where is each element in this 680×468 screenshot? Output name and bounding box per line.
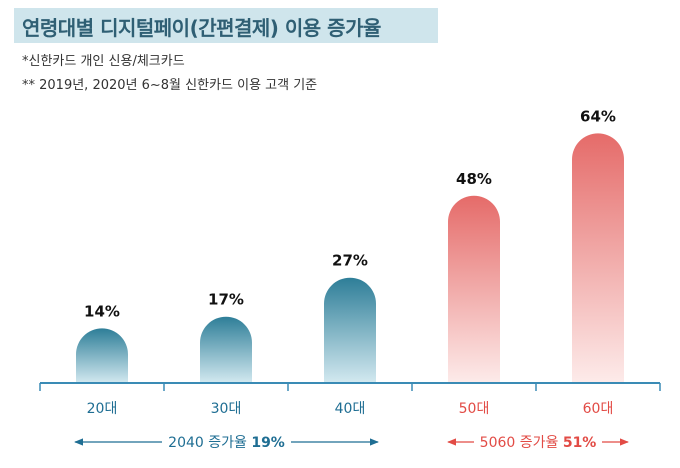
group-label-2040-value: 19% (251, 435, 285, 451)
chart-title: 연령대별 디지털페이(간편결제) 이용 증가율 (22, 16, 381, 40)
category-label-20대: 20대 (87, 401, 118, 417)
category-label-40대: 40대 (335, 401, 366, 417)
group-label-2040: 2040 증가율 19% (162, 432, 291, 452)
bar-40대 (324, 277, 376, 383)
value-label-30대: 17% (208, 291, 244, 309)
group-label-5060-value: 51% (562, 435, 597, 451)
bar-60대 (572, 133, 624, 383)
footnote-period: ** 2019년, 2020년 6~8월 신한카드 이용 고객 기준 (22, 78, 318, 93)
group-label-5060: 5060 증가율 51% (473, 432, 603, 452)
title-banner (14, 8, 438, 43)
bar-50대 (448, 195, 500, 383)
group-label-2040-prefix: 2040 증가율 (168, 435, 252, 451)
footnote-card-type: *신한카드 개인 신용/체크카드 (22, 54, 185, 69)
value-label-20대: 14% (84, 302, 120, 320)
category-label-60대: 60대 (583, 401, 614, 417)
bar-20대 (76, 328, 128, 383)
category-label-30대: 30대 (211, 401, 242, 417)
category-label-50대: 50대 (459, 401, 490, 417)
bar-30대 (200, 316, 252, 383)
group-label-5060-prefix: 5060 증가율 (479, 435, 563, 451)
value-label-50대: 48% (456, 170, 492, 188)
value-label-40대: 27% (332, 252, 368, 270)
value-label-60대: 64% (580, 107, 616, 125)
